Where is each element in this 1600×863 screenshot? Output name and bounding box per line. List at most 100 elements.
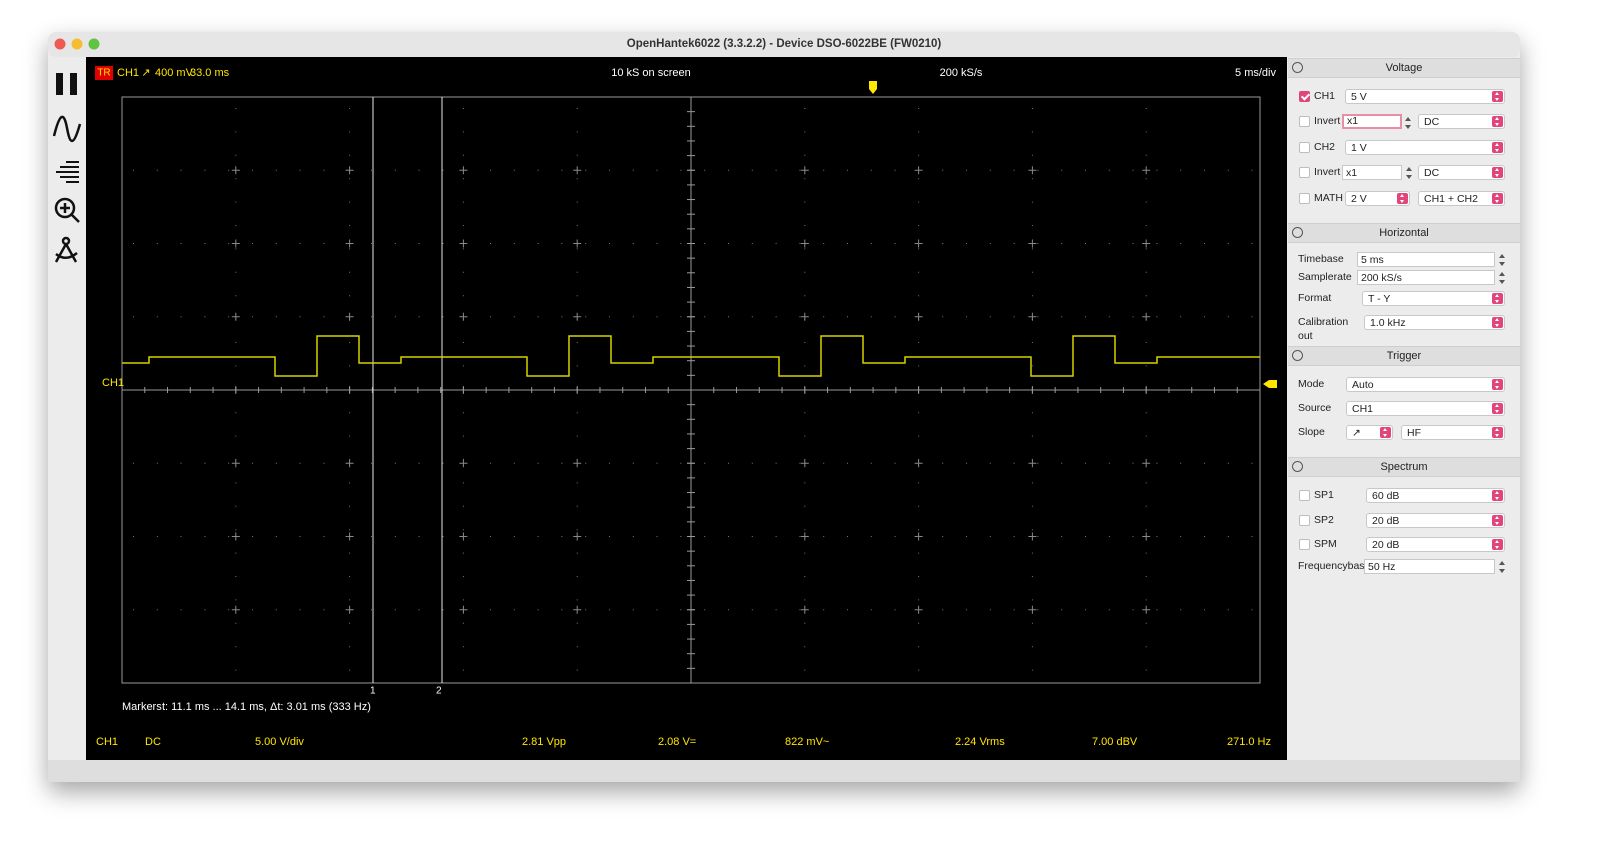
dropdown[interactable]: 2 V <box>1345 191 1410 206</box>
grid-cross <box>1028 532 1037 541</box>
spinbox[interactable]: 200 kS/s <box>1357 270 1505 285</box>
grid-cross <box>800 166 809 175</box>
dropdown[interactable]: HF <box>1401 425 1505 440</box>
dropdown[interactable]: 60 dB <box>1366 488 1505 503</box>
checkbox[interactable] <box>1299 91 1310 102</box>
dropdown[interactable]: T - Y <box>1362 291 1505 306</box>
measurement: 2.81 Vpp <box>522 736 566 748</box>
toolbar <box>48 57 86 760</box>
grid-cross <box>1028 605 1037 614</box>
grid-cross <box>1028 459 1037 468</box>
panel-title: Voltage <box>1385 62 1423 74</box>
dropdown-arrow[interactable] <box>1492 490 1503 501</box>
dropdown-arrow[interactable] <box>1492 317 1503 328</box>
checkbox[interactable] <box>1299 116 1310 127</box>
dropdown[interactable]: DC <box>1418 165 1505 180</box>
dropdown-arrow[interactable] <box>1492 403 1503 414</box>
collapse-icon[interactable] <box>1292 227 1303 238</box>
marker-number: 1 <box>370 686 376 697</box>
trigger-position-marker[interactable] <box>869 81 877 94</box>
field-label: Timebase <box>1298 253 1344 265</box>
toolbar-zoom[interactable] <box>54 197 80 223</box>
checkbox-label: Invert <box>1314 115 1341 127</box>
collapse-icon[interactable] <box>1292 62 1303 73</box>
dropdown[interactable]: 20 dB <box>1366 537 1505 552</box>
dropdown[interactable]: 5 V <box>1345 89 1505 104</box>
channel-trace <box>122 335 1260 377</box>
measurement: 271.0 Hz <box>1227 736 1271 748</box>
dropdown-arrow[interactable] <box>1397 193 1408 204</box>
spinbox[interactable]: x1 <box>1342 114 1411 129</box>
grid-cross <box>231 166 240 175</box>
toolbar-wave[interactable] <box>52 115 82 143</box>
channel-marker: CH1 <box>102 377 124 389</box>
markers-label: Markers <box>122 701 162 713</box>
measurement: 822 mV~ <box>785 736 829 748</box>
trigger-position: 33.0 ms <box>190 67 230 79</box>
grid-cross <box>573 532 582 541</box>
spin-arrows[interactable] <box>1497 271 1507 285</box>
dropdown[interactable]: DC <box>1418 114 1505 129</box>
checkbox[interactable] <box>1299 142 1310 153</box>
dropdown[interactable]: 20 dB <box>1366 513 1505 528</box>
dropdown-arrow[interactable] <box>1492 142 1503 153</box>
dropdown-arrow[interactable] <box>1492 167 1503 178</box>
toolbar-measure[interactable] <box>54 236 78 263</box>
dropdown-arrow[interactable] <box>1380 427 1391 438</box>
grid-cross <box>459 459 468 468</box>
checkbox[interactable] <box>1299 167 1310 178</box>
field-label: Calibration out <box>1298 316 1349 342</box>
samplerate-label: 200 kS/s <box>940 67 983 79</box>
grid-cross <box>231 532 240 541</box>
checkbox[interactable] <box>1299 490 1310 501</box>
field-label: Slope <box>1298 426 1325 438</box>
spinbox[interactable]: x1 <box>1342 165 1412 180</box>
collapse-icon[interactable] <box>1292 461 1303 472</box>
grid-cross <box>459 239 468 248</box>
trigger-level-marker[interactable] <box>1263 380 1277 388</box>
spin-arrows[interactable] <box>1497 560 1507 574</box>
marker-number: 2 <box>436 686 442 697</box>
spinbox[interactable]: 5 ms <box>1357 252 1505 267</box>
toolbar-pause[interactable] <box>56 73 77 95</box>
spinbox[interactable]: 50 Hz <box>1364 559 1505 574</box>
panel-header: Horizontal <box>1288 223 1520 243</box>
toolbar-levels[interactable] <box>56 161 79 183</box>
dropdown-arrow[interactable] <box>1492 427 1503 438</box>
spin-arrows[interactable] <box>1404 166 1414 180</box>
checkbox-label: SPM <box>1314 538 1337 550</box>
dropdown-arrow[interactable] <box>1492 379 1503 390</box>
spin-arrows[interactable] <box>1403 116 1413 130</box>
graticule <box>122 97 1260 683</box>
dropdown-arrow[interactable] <box>1492 515 1503 526</box>
checkbox[interactable] <box>1299 193 1310 204</box>
panel-header: Voltage <box>1288 58 1520 78</box>
dropdown-arrow[interactable] <box>1492 193 1503 204</box>
dropdown[interactable]: CH1 <box>1346 401 1505 416</box>
panel-title: Trigger <box>1386 350 1422 362</box>
grid-cross <box>800 532 809 541</box>
dropdown-arrow[interactable] <box>1492 116 1503 127</box>
checkbox[interactable] <box>1299 539 1310 550</box>
grid-cross <box>1142 239 1151 248</box>
grid-cross <box>800 605 809 614</box>
dropdown[interactable]: CH1 + CH2 <box>1418 191 1505 206</box>
zoom-button[interactable] <box>88 38 100 50</box>
trigger-badge: TR <box>97 68 110 79</box>
dropdown-arrow[interactable] <box>1492 91 1503 102</box>
checkbox[interactable] <box>1299 515 1310 526</box>
collapse-icon[interactable] <box>1292 350 1303 361</box>
title-bar <box>48 32 1520 57</box>
checkbox-label: SP2 <box>1314 514 1334 526</box>
spin-arrows[interactable] <box>1497 253 1507 267</box>
checkbox-label: Invert <box>1314 166 1341 178</box>
dropdown-arrow[interactable] <box>1492 539 1503 550</box>
dropdown[interactable]: 1 V <box>1345 140 1505 155</box>
dropdown-arrow[interactable] <box>1492 293 1503 304</box>
close-button[interactable] <box>54 38 66 50</box>
grid-cross <box>573 459 582 468</box>
dropdown[interactable]: Auto <box>1346 377 1505 392</box>
dropdown[interactable]: 1.0 kHz <box>1364 315 1505 330</box>
minimize-button[interactable] <box>71 38 83 50</box>
dropdown[interactable]: ↗ <box>1346 425 1393 440</box>
